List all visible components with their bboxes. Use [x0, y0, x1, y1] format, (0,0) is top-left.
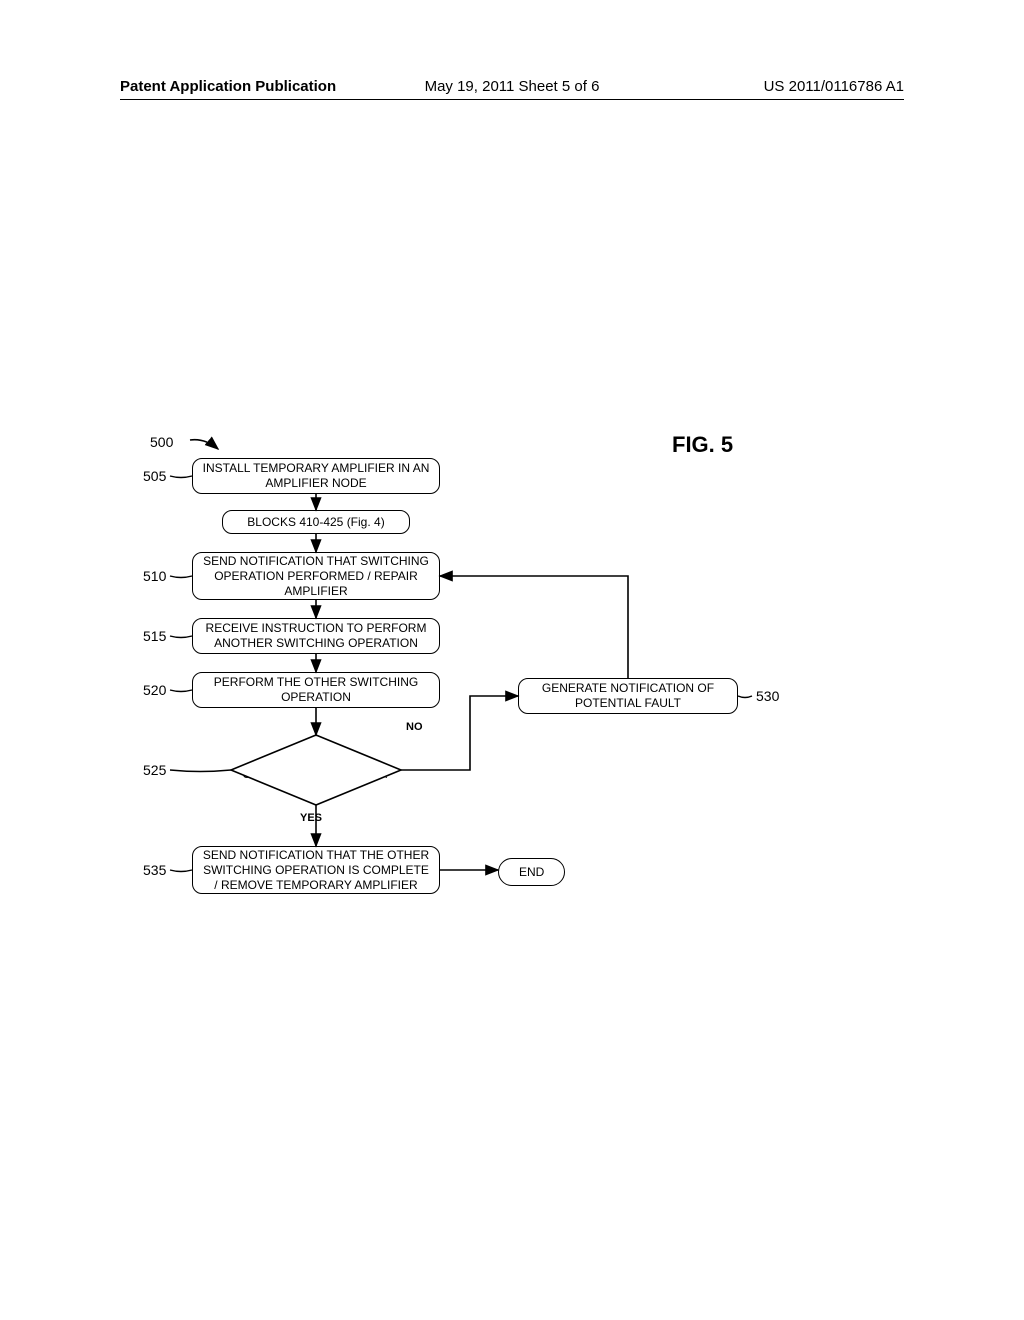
- ref-505: 505: [143, 468, 166, 484]
- page: Patent Application Publication May 19, 2…: [0, 0, 1024, 1320]
- ref-520: 520: [143, 682, 166, 698]
- box-blocks-ref: BLOCKS 410-425 (Fig. 4): [222, 510, 410, 534]
- box-530: GENERATE NOTIFICATION OF POTENTIAL FAULT: [518, 678, 738, 714]
- flow-ref-500: 500: [150, 434, 173, 450]
- ref-535: 535: [143, 862, 166, 878]
- header-middle: May 19, 2011 Sheet 5 of 6: [425, 78, 600, 95]
- header-left: Patent Application Publication: [120, 78, 336, 95]
- figure-label: FIG. 5: [672, 432, 733, 458]
- ref-515: 515: [143, 628, 166, 644]
- end-terminator: END: [498, 858, 565, 886]
- box-535: SEND NOTIFICATION THAT THE OTHER SWITCHI…: [192, 846, 440, 894]
- ref-530: 530: [756, 688, 779, 704]
- ref-510: 510: [143, 568, 166, 584]
- diamond-525-text: OTHER SWITCHING OPERATION SUCCESSFUL?: [236, 756, 396, 782]
- page-header: Patent Application Publication May 19, 2…: [120, 78, 904, 100]
- branch-no-label: NO: [406, 721, 423, 733]
- box-505: INSTALL TEMPORARY AMPLIFIER IN AN AMPLIF…: [192, 458, 440, 494]
- header-right: US 2011/0116786 A1: [764, 78, 904, 95]
- ref-525: 525: [143, 762, 166, 778]
- branch-yes-label: YES: [300, 812, 322, 824]
- box-520: PERFORM THE OTHER SWITCHING OPERATION: [192, 672, 440, 708]
- box-510: SEND NOTIFICATION THAT SWITCHING OPERATI…: [192, 552, 440, 600]
- flow-arrows-svg: [0, 0, 1024, 1320]
- box-515: RECEIVE INSTRUCTION TO PERFORM ANOTHER S…: [192, 618, 440, 654]
